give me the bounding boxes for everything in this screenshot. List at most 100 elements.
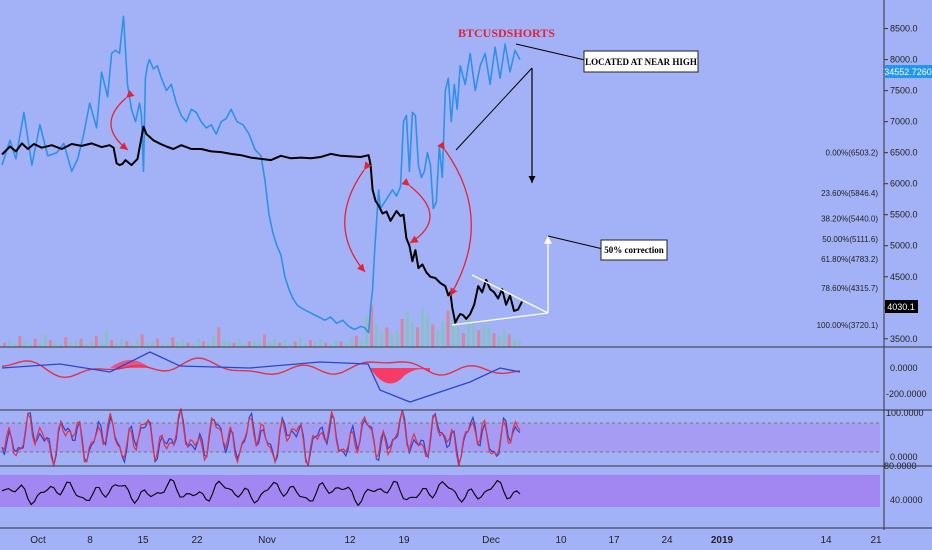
- macd-tick-label: -200.0000: [886, 389, 927, 399]
- time-tick-label: 19: [398, 535, 410, 546]
- volume-bar: [115, 342, 119, 347]
- rsi-line: [1, 478, 521, 507]
- time-tick-label: Oct: [30, 535, 46, 546]
- time-tick-label: Nov: [258, 535, 276, 546]
- volume-bar: [59, 344, 63, 347]
- time-tick-label: 12: [344, 535, 356, 546]
- time-tick-label: Dec: [482, 535, 500, 546]
- volume-bar: [456, 327, 460, 347]
- btc-price-tag-text: 4030.1: [887, 302, 915, 312]
- volume-bar: [69, 342, 73, 347]
- volume-bar: [237, 338, 241, 347]
- fib-label: 50.00%(5111.6): [822, 235, 878, 244]
- volume-bar: [375, 324, 379, 347]
- volume-bar: [426, 316, 430, 347]
- volume-bar: [466, 316, 471, 347]
- volume-bar: [89, 341, 93, 347]
- volume-bar: [517, 340, 521, 347]
- triangle-upper-line[interactable]: [471, 274, 549, 314]
- volume-bar: [273, 338, 277, 347]
- triangle-lower-line[interactable]: [451, 312, 549, 326]
- volume-bar: [472, 321, 476, 347]
- volume-bar: [176, 341, 180, 347]
- time-tick-label: 21: [870, 535, 882, 546]
- volume-bar: [222, 340, 226, 347]
- volume-bar: [28, 344, 32, 347]
- volume-bar: [140, 334, 144, 347]
- volume-bar: [400, 319, 404, 347]
- volume-bar: [268, 341, 272, 347]
- stoch-tick-label: 100.0000: [886, 408, 924, 418]
- volume-bar: [451, 319, 455, 347]
- volume-bar: [247, 341, 251, 347]
- note-50-correction-text: 50% correction: [604, 245, 664, 255]
- note-50-correction[interactable]: 50% correction: [600, 239, 668, 261]
- stoch-tick-label: 0.0000: [890, 452, 918, 462]
- volume-bar: [104, 330, 109, 347]
- red-curved-arrow[interactable]: [110, 89, 135, 151]
- volume-bar: [497, 335, 501, 347]
- volume-bar: [8, 340, 12, 347]
- time-tick-label: 8: [87, 535, 93, 546]
- volume-bar: [288, 344, 292, 347]
- volume-bar: [339, 341, 343, 347]
- volume-bar: [405, 312, 409, 347]
- trendline-black[interactable]: [455, 67, 533, 151]
- btcusd-line: [1, 125, 523, 324]
- volume-bar: [415, 327, 420, 347]
- volume-bar: [23, 341, 27, 347]
- price-axis: 8500.0 8000.0 7500.0 7000.0 6500.0 6000.0 5500…: [0, 0, 932, 530]
- volume-bar: [130, 344, 134, 347]
- stoch-band: [0, 423, 880, 452]
- shorts-price-tag-text: 34552.7260: [884, 67, 932, 77]
- volume-bar: [390, 334, 394, 347]
- time-tick-label: 14: [820, 535, 832, 546]
- volume-bar: [344, 342, 348, 347]
- price-tick-label: 6000.0: [890, 179, 918, 189]
- fib-label: 0.00%(6503.2): [826, 148, 879, 157]
- volume-bar: [252, 340, 256, 347]
- note-located-near-high[interactable]: LOCATED AT NEAR HIGH: [583, 50, 699, 73]
- volume-bar: [150, 341, 154, 347]
- volume-bar: [110, 340, 114, 347]
- volume-bar: [308, 340, 312, 347]
- price-tick-label: 7000.0: [890, 117, 918, 127]
- price-tick-label: 3500.0: [890, 334, 918, 344]
- volume-bar: [94, 335, 98, 347]
- volume-bar: [293, 341, 297, 347]
- volume-bar: [155, 338, 160, 347]
- volume-bar: [507, 334, 511, 347]
- rsi-band: [0, 475, 880, 507]
- volume-bar: [186, 342, 190, 347]
- volume-bar: [329, 344, 333, 347]
- volume-bar: [201, 341, 205, 347]
- drawings[interactable]: [110, 43, 604, 326]
- fib-label: 38.20%(5440.0): [821, 214, 878, 223]
- callout-line: [547, 235, 604, 250]
- volume-bar: [3, 342, 7, 347]
- shorts-price-tag: 34552.7260: [884, 65, 932, 78]
- volume-bar: [436, 330, 440, 347]
- volume-bar: [319, 338, 323, 347]
- volume-bar: [395, 330, 399, 347]
- volume-bar: [242, 344, 246, 347]
- volume-bar: [364, 316, 369, 347]
- volume-bar: [145, 342, 149, 347]
- volume-bar: [171, 337, 175, 347]
- red-curved-arrow[interactable]: [344, 161, 372, 273]
- volume-bar: [477, 330, 481, 347]
- volume-bar: [410, 321, 414, 347]
- note-located-near-high-text: LOCATED AT NEAR HIGH: [585, 57, 697, 67]
- volume-bar: [359, 340, 363, 347]
- volume-bar: [196, 338, 200, 347]
- time-tick-label: 22: [191, 535, 203, 546]
- volume-bar: [232, 342, 236, 347]
- red-curved-arrow[interactable]: [437, 141, 472, 297]
- volume-bar: [125, 341, 129, 347]
- volume-bar: [461, 333, 465, 347]
- red-curved-arrow[interactable]: [401, 178, 431, 244]
- macd-pane: 0.0000 -200.0000: [1, 351, 927, 403]
- volume-bar: [84, 344, 88, 347]
